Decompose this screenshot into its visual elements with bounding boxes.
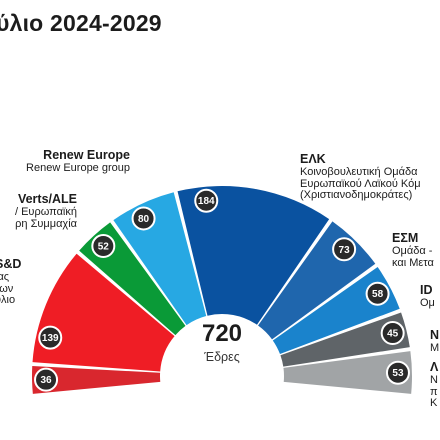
seat-badge-circle-ecr	[34, 367, 59, 392]
label-sd-desc-3: ύλιο	[0, 294, 16, 306]
label-n: N Μ	[430, 328, 439, 355]
seat-badge-ελκ: 184	[194, 188, 219, 213]
seat-badge-value-n: 45	[387, 329, 399, 340]
seat-badge-circle-renew-europe	[131, 206, 156, 231]
segment-s-d	[32, 253, 175, 372]
label-verts-ale-desc-2: ρη Συμμαχία	[15, 217, 77, 230]
seat-badge-circle-verts-ale	[91, 234, 116, 259]
seat-badge-ecr: 36	[34, 367, 59, 392]
label-elk-name: ΕΛΚ	[300, 152, 326, 166]
label-elk: ΕΛΚ Κοινοβουλευτική Ομάδα Ευρωπαϊκού Λαϊ…	[300, 152, 421, 202]
seat-badge-λ: 53	[385, 360, 410, 385]
label-l: Λ N π Κ	[430, 360, 438, 410]
label-n-desc-1: Μ	[430, 342, 440, 354]
label-sd: S&D ίας των ύλιο	[0, 257, 21, 307]
seat-badge-value-id: 58	[372, 289, 384, 300]
seat-badge-value-ελκ: 184	[198, 196, 215, 207]
chart-title: ύλιο 2024-2029	[0, 10, 162, 36]
segment-λ	[283, 351, 412, 394]
seat-badge-n: 45	[380, 321, 405, 346]
seat-badge-circle-ελκ	[194, 188, 219, 213]
seat-badge-circle-n	[380, 321, 405, 346]
seat-badge-id: 58	[365, 281, 390, 306]
seat-badge-value-λ: 53	[392, 368, 404, 379]
label-esm-desc-1: Ομάδα -	[392, 245, 433, 257]
label-id-desc-1: Ομ	[420, 297, 435, 309]
seat-badge-s-d: 139	[38, 325, 63, 350]
seat-badge-value-εσμ: 73	[339, 245, 351, 256]
segment-n	[280, 312, 410, 367]
label-esm-name: ΕΣΜ	[392, 231, 419, 245]
label-verts-ale: Verts/ALE / Ευρωπαϊκή ρη Συμμαχία	[0, 192, 77, 230]
label-renew-europe-desc: Renew Europe group	[26, 162, 130, 174]
label-l-desc-2: π	[430, 385, 438, 398]
label-sd-desc-1: ίας	[0, 271, 10, 283]
label-verts-ale-desc-1: / Ευρωπαϊκή	[14, 206, 77, 218]
seat-badge-value-renew-europe: 80	[138, 214, 150, 225]
seat-badge-circle-λ	[385, 360, 410, 385]
seat-badge-εσμ: 73	[332, 237, 357, 262]
label-n-name: N	[430, 328, 440, 342]
label-sd-name: S&D	[0, 257, 22, 271]
label-l-desc-1: N	[430, 374, 438, 386]
segment-ecr	[32, 366, 161, 394]
seat-badge-verts-ale: 52	[91, 234, 116, 259]
seat-badge-value-ecr: 36	[40, 375, 52, 386]
label-elk-desc-1: Κοινοβουλευτική Ομάδα	[300, 166, 418, 178]
label-l-name: Λ	[430, 360, 439, 374]
label-sd-desc-2: των	[0, 282, 14, 295]
seat-badge-value-s-d: 139	[42, 333, 59, 344]
seat-badge-renew-europe: 80	[131, 206, 156, 231]
seat-badge-circle-s-d	[38, 325, 63, 350]
label-esm: ΕΣΜ Ομάδα - και Μετα	[392, 231, 434, 269]
total-seats-label: Έδρες	[204, 350, 240, 364]
label-l-desc-3: Κ	[430, 397, 438, 409]
seat-badge-circle-id	[365, 281, 390, 306]
label-esm-desc-2: και Μετα	[392, 256, 434, 269]
segment-ελκ	[177, 186, 330, 325]
label-id: ID Ομ	[420, 283, 435, 310]
label-verts-ale-name: Verts/ALE	[17, 192, 77, 206]
label-renew-europe: Renew Europe Renew Europe group	[0, 148, 130, 175]
seat-badge-value-verts-ale: 52	[98, 242, 110, 253]
label-id-name: ID	[420, 283, 433, 297]
total-seats: 720	[201, 320, 243, 347]
label-renew-europe-name: Renew Europe	[43, 148, 130, 162]
label-elk-desc-2: Ευρωπαϊκού Λαϊκού Κόμ	[300, 177, 421, 190]
label-elk-desc-3: (Χριστιανοδημοκράτες)	[300, 189, 413, 201]
seat-badge-circle-εσμ	[332, 237, 357, 262]
